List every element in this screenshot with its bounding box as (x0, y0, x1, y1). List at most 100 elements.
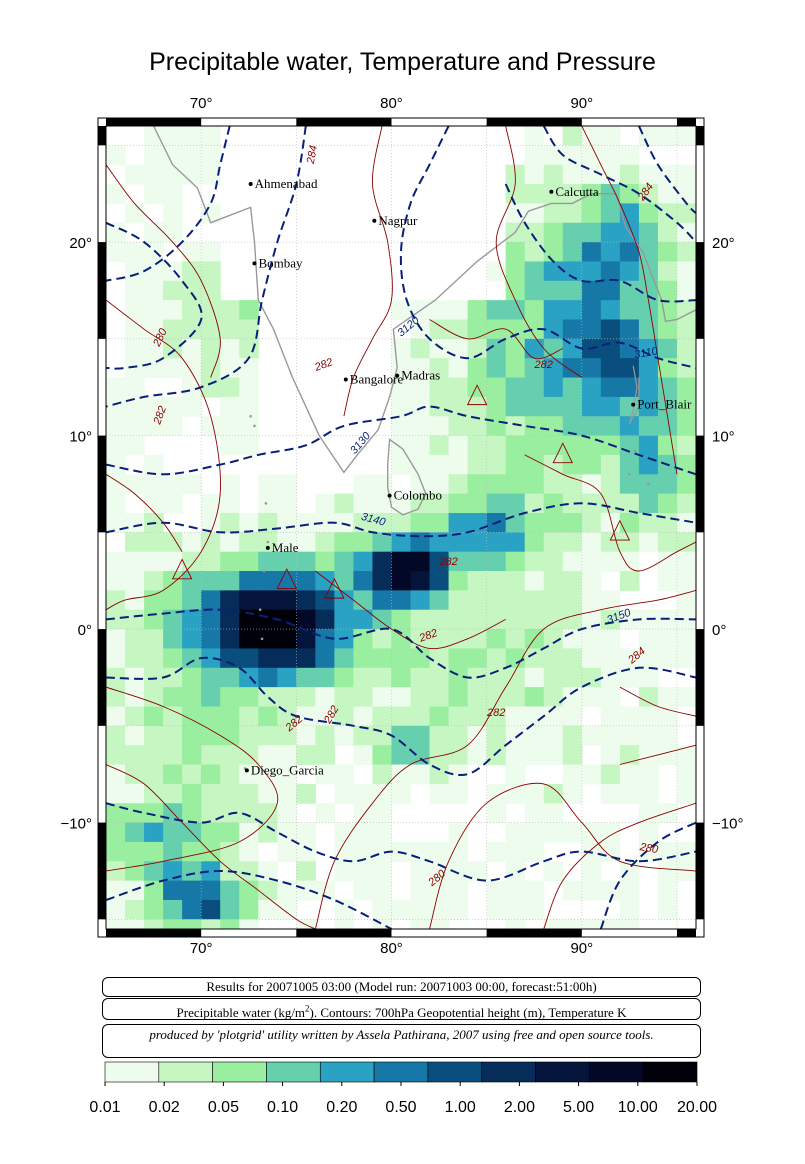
temperature-contour (106, 164, 221, 378)
city-bombay: Bombay (252, 255, 303, 270)
city-marker (631, 402, 636, 407)
variable-info-sup: 2 (305, 1004, 310, 1014)
city-ahmenabad: Ahmenabad (248, 176, 318, 191)
temperature-contour (466, 384, 488, 406)
coastline (628, 365, 640, 425)
city-label: Calcutta (555, 184, 599, 199)
temperature-contour (276, 568, 298, 589)
variable-info-post: ). Contours: 700hPa Geopotential height … (309, 1005, 627, 1021)
temperature-contour (343, 126, 393, 417)
city-nagpur: Nagpur (372, 213, 418, 228)
credit-text: produced by 'plotgrid' utility written b… (149, 1027, 654, 1042)
city-marker (244, 768, 249, 773)
lat-tick-right: 20° (712, 235, 735, 252)
lon-tick-bottom: 90° (570, 940, 593, 957)
contour-label: 282 (534, 359, 553, 371)
temperature-contour (106, 473, 183, 552)
contour-label: 280 (638, 841, 660, 856)
height-contour (399, 126, 696, 369)
city-calcutta: Calcutta (549, 184, 599, 199)
lon-tick-bottom: 70° (190, 940, 213, 957)
city-label: Madras (401, 368, 440, 383)
city-marker (549, 189, 554, 194)
city-label: Male (272, 540, 299, 555)
city-madras: Madras (395, 368, 440, 383)
city-marker (395, 373, 400, 378)
temperature-contour (495, 126, 583, 378)
height-contour (106, 405, 696, 476)
temperature-contour (619, 744, 696, 765)
lat-tick-left: 10° (69, 429, 92, 446)
city-marker (248, 182, 253, 187)
height-contour (542, 126, 696, 243)
height-contour (638, 126, 696, 214)
contour-label: 284 (305, 144, 320, 165)
coastline (387, 438, 427, 516)
run-info-text: Results for 20071005 03:00 (Model run: 2… (206, 979, 597, 994)
credit-box: produced by 'plotgrid' utility written b… (102, 1024, 701, 1058)
lon-tick-top: 70° (190, 95, 213, 112)
temperature-contour (171, 558, 193, 580)
temperature-contour (324, 577, 345, 599)
lon-tick-top: 90° (570, 95, 593, 112)
contour-label: 282 (486, 707, 505, 719)
lon-tick-bottom: 80° (380, 940, 403, 957)
lon-tick-top: 80° (380, 95, 403, 112)
city-marker (265, 545, 270, 550)
city-colombo: Colombo (387, 488, 442, 503)
contour-label: 282 (438, 556, 457, 568)
temperature-contour (524, 454, 696, 572)
variable-info-text: Precipitable water (kg/m2). Contours: 70… (176, 1004, 627, 1021)
height-contour (504, 183, 696, 303)
run-info-box: Results for 20071005 03:00 (Model run: 2… (102, 977, 701, 997)
lat-tick-right: −10° (712, 816, 743, 833)
city-label: Bangalore (350, 371, 404, 386)
lat-tick-left: 0° (78, 622, 92, 639)
contour-label: 3110 (633, 345, 659, 361)
height-contour (106, 126, 307, 408)
city-diego-garcia: Diego_Garcia (244, 762, 324, 777)
height-contour (106, 221, 203, 370)
height-contour (599, 821, 696, 929)
variable-info-pre: Precipitable water (kg/m (176, 1005, 306, 1021)
chart-title: Precipitable water, Temperature and Pres… (149, 48, 656, 76)
coastline (152, 126, 696, 474)
city-label: Diego_Garcia (251, 762, 324, 777)
city-marker (372, 218, 377, 223)
city-marker (343, 377, 348, 382)
temperature-contour (314, 589, 696, 929)
lat-tick-left: −10° (61, 816, 92, 833)
city-male: Male (265, 540, 299, 555)
temperature-contour (581, 126, 678, 475)
height-contour (106, 656, 696, 776)
temperature-contour (543, 802, 696, 929)
temperature-contour (619, 686, 696, 717)
city-marker (252, 261, 257, 266)
city-marker (387, 493, 392, 498)
temperature-contour (429, 782, 696, 929)
city-label: Ahmenabad (255, 176, 318, 191)
height-contour (106, 126, 231, 282)
height-contour (106, 869, 392, 929)
lat-tick-left: 20° (69, 235, 92, 252)
temperature-contour (106, 299, 221, 611)
lat-tick-right: 0° (712, 622, 726, 639)
height-contour (106, 802, 696, 882)
city-bangalore: Bangalore (343, 371, 404, 386)
temperature-contour (552, 442, 574, 464)
city-label: Nagpur (378, 213, 418, 228)
temperature-contour (106, 686, 279, 872)
lat-tick-right: 10° (712, 429, 735, 446)
city-label: Colombo (394, 488, 442, 503)
temperature-contour (609, 519, 631, 541)
temperature-contour (106, 764, 316, 929)
height-contour (106, 608, 696, 679)
temperature-contour (429, 319, 563, 360)
city-label: Bombay (258, 255, 303, 270)
city-label: Port_Blair (637, 397, 692, 412)
variable-info-box: Precipitable water (kg/m2). Contours: 70… (102, 998, 701, 1020)
city-port-blair: Port_Blair (631, 397, 692, 412)
contour-label: 3130 (348, 429, 373, 456)
contour-label: 282 (312, 356, 334, 374)
